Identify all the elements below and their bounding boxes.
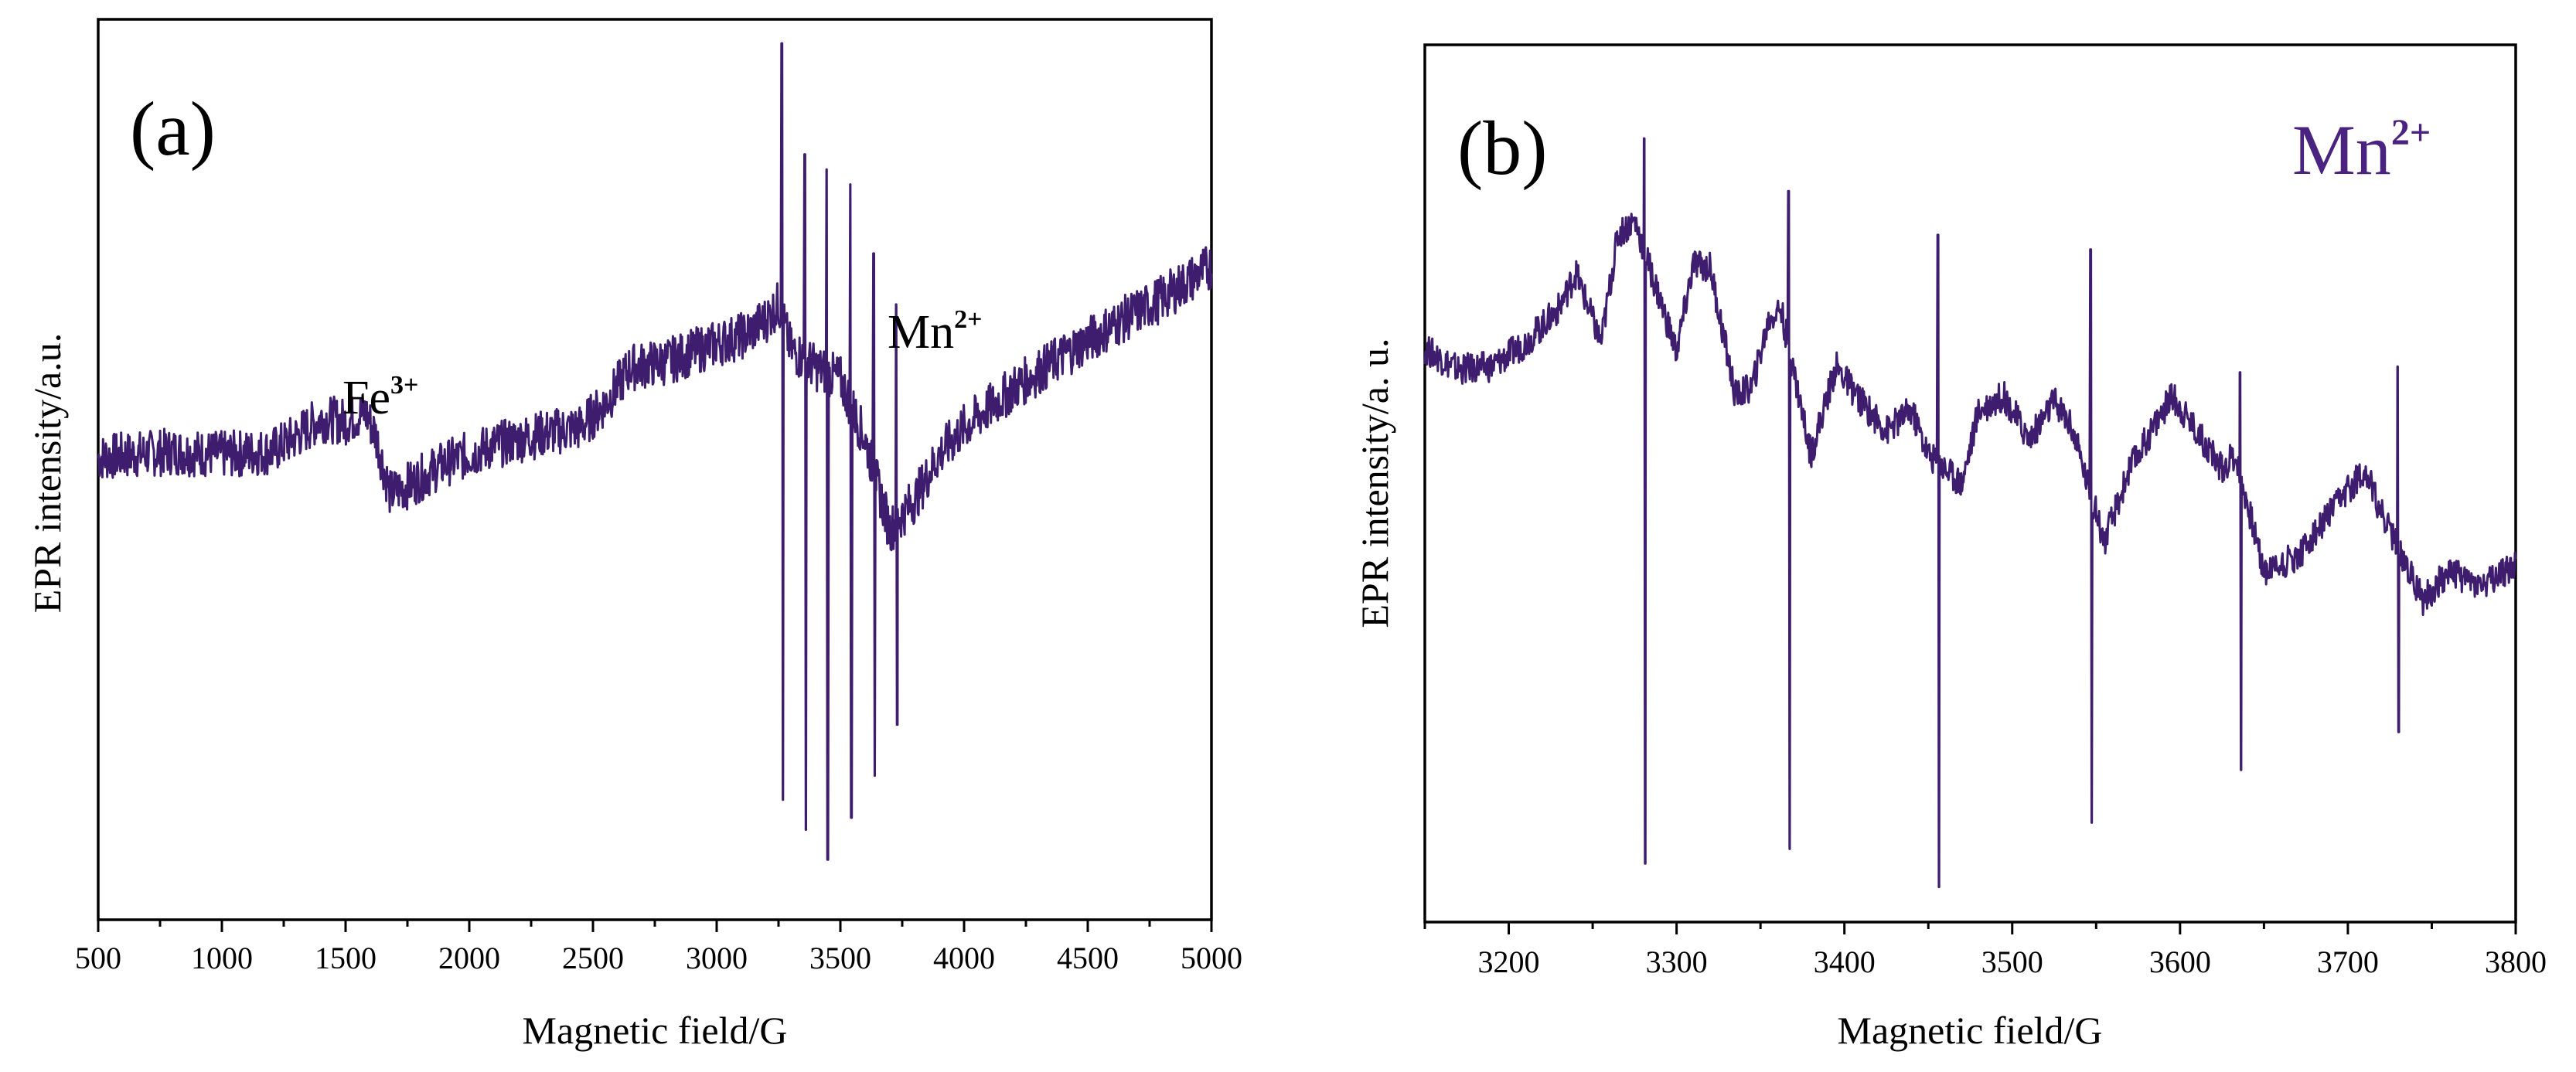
x-tick-labels-b: 3200 3300 3400 3500 3600 3700 3800 [1478,944,2547,979]
annotation-mn2-a-base: Mn [888,306,954,359]
plot-frame-b [1423,43,2517,924]
x-tick-label: 500 [75,941,121,975]
spectrum-line-a [97,42,1213,861]
y-axis-label-a: EPR intensity/a.u. [26,333,69,614]
x-tick-label: 3600 [2149,944,2211,979]
x-tick-label: 4500 [1057,941,1119,975]
x-tick-label: 3300 [1646,944,1708,979]
panel-label-b: (b) [1457,105,1548,191]
x-tick-label: 3200 [1478,944,1540,979]
x-tick-label: 1000 [191,941,253,975]
x-tick-label: 5000 [1181,941,1242,975]
x-tick-label: 3700 [2317,944,2379,979]
annotation-mn2-a: Mn2+ [888,305,983,359]
panel-b: 3200 3300 3400 3500 3600 3700 3800 (b) Mn2+ Ma… [1353,43,2547,1052]
x-ticks-b [1423,922,2517,934]
annotation-mn2-b: Mn2+ [2292,111,2431,189]
x-tick-label: 1500 [315,941,377,975]
annotation-fe3: Fe3+ [342,371,418,424]
annotation-mn2-b-base: Mn [2292,111,2391,189]
x-tick-label: 3500 [809,941,871,975]
y-axis-label-b: EPR intensity/a. u. [1353,339,1396,628]
x-tick-label: 3400 [1814,944,1876,979]
x-tick-label: 3500 [1981,944,2043,979]
x-tick-label: 3800 [2485,944,2547,979]
panel-label-a: (a) [130,86,216,172]
x-tick-labels-a: 500 1000 1500 2000 2500 3000 3500 4000 4500 5000 [75,941,1242,975]
x-tick-label: 4000 [933,941,995,975]
annotation-fe3-base: Fe [342,372,390,424]
x-ticks-a [97,920,1213,932]
spectrum-line-b [1423,137,2517,889]
panel-a: 500 1000 1500 2000 2500 3000 3500 4000 4500 5000 … [26,18,1242,1052]
x-tick-label: 3000 [686,941,748,975]
annotation-fe3-sup: 3+ [390,371,418,400]
x-axis-label-a: Magnetic field/G [523,1009,788,1052]
x-tick-label: 2000 [438,941,500,975]
x-axis-label-b: Magnetic field/G [1838,1009,2103,1052]
annotation-mn2-a-sup: 2+ [954,305,982,334]
x-tick-label: 2500 [562,941,624,975]
annotation-mn2-b-sup: 2+ [2391,112,2431,153]
